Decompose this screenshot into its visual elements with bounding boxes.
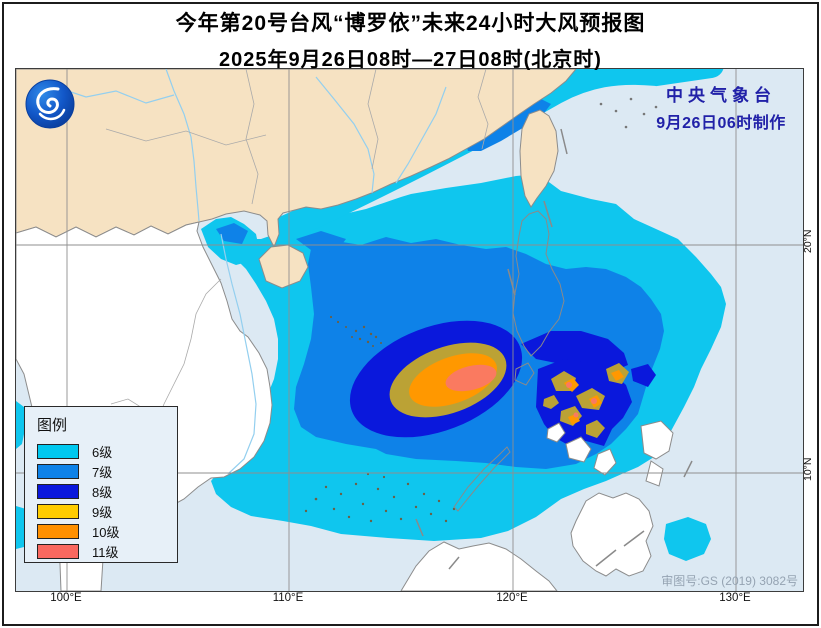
level10-swatch [37, 523, 79, 539]
dash-line-segments [415, 128, 693, 570]
level6-swatch [37, 443, 79, 459]
forecast-map: 中央气象台 9月26日06时制作 图例 6级 7级 8级 9级 [15, 68, 804, 592]
cma-logo [25, 79, 75, 129]
level8-label: 8级 [92, 484, 113, 500]
level9-label: 9级 [92, 504, 113, 520]
legend-box: 图例 6级 7级 8级 9级 10级 11 [24, 406, 178, 563]
lon-label-110e: 110°E [272, 592, 304, 604]
level6-label: 6级 [92, 444, 113, 460]
mindanao-island [570, 492, 654, 577]
level11-swatch [37, 543, 79, 559]
luzon-outline [512, 210, 565, 357]
credit-block: 中央气象台 9月26日06时制作 [636, 81, 806, 133]
interior-borders [105, 69, 489, 425]
lon-label-120e: 120°E [496, 592, 528, 604]
lat-label-20n: 20°N [802, 229, 814, 253]
lat-label-10n: 10°N [802, 457, 814, 481]
legend-row-level8: 8级 [37, 481, 177, 501]
palawan-outline [453, 446, 511, 512]
level9-swatch [37, 503, 79, 519]
hainan-island [258, 244, 309, 289]
legend-row-level7: 7级 [37, 461, 177, 481]
wind-level11-area [445, 364, 597, 418]
page-title: 今年第20号台风“博罗依”未来24小时大风预报图 [175, 12, 646, 35]
map-review-number: 审图号:GS (2019) 3082号 [661, 574, 798, 588]
lon-label-130e: 130°E [719, 592, 751, 604]
mindoro-outline [514, 362, 535, 386]
outlined-islands [453, 210, 565, 512]
level7-swatch [37, 463, 79, 479]
small-island-specks [304, 97, 658, 523]
borneo-island [400, 541, 558, 591]
taiwan-island [519, 109, 559, 208]
legend-row-level11: 11级 [37, 541, 177, 561]
level7-label: 7级 [92, 464, 113, 480]
level10-label: 10级 [92, 524, 120, 540]
legend-row-level6: 6级 [37, 441, 177, 461]
credit-agency: 中央气象台 [666, 86, 776, 105]
rivers [55, 69, 447, 475]
legend-row-level10: 10级 [37, 521, 177, 541]
page-subtitle: 2025年9月26日08时—27日08时(北京时) [219, 49, 602, 71]
credit-issued: 9月26日06时制作 [656, 115, 786, 132]
level8-swatch [37, 483, 79, 499]
level11-label: 11级 [92, 544, 119, 560]
legend-title: 图例 [37, 417, 68, 434]
title-block: 今年第20号台风“博罗依”未来24小时大风预报图 2025年9月26日08时—2… [0, 7, 821, 72]
lon-label-100e: 100°E [50, 592, 82, 604]
legend-row-level9: 9级 [37, 501, 177, 521]
southern-islands [400, 420, 674, 591]
